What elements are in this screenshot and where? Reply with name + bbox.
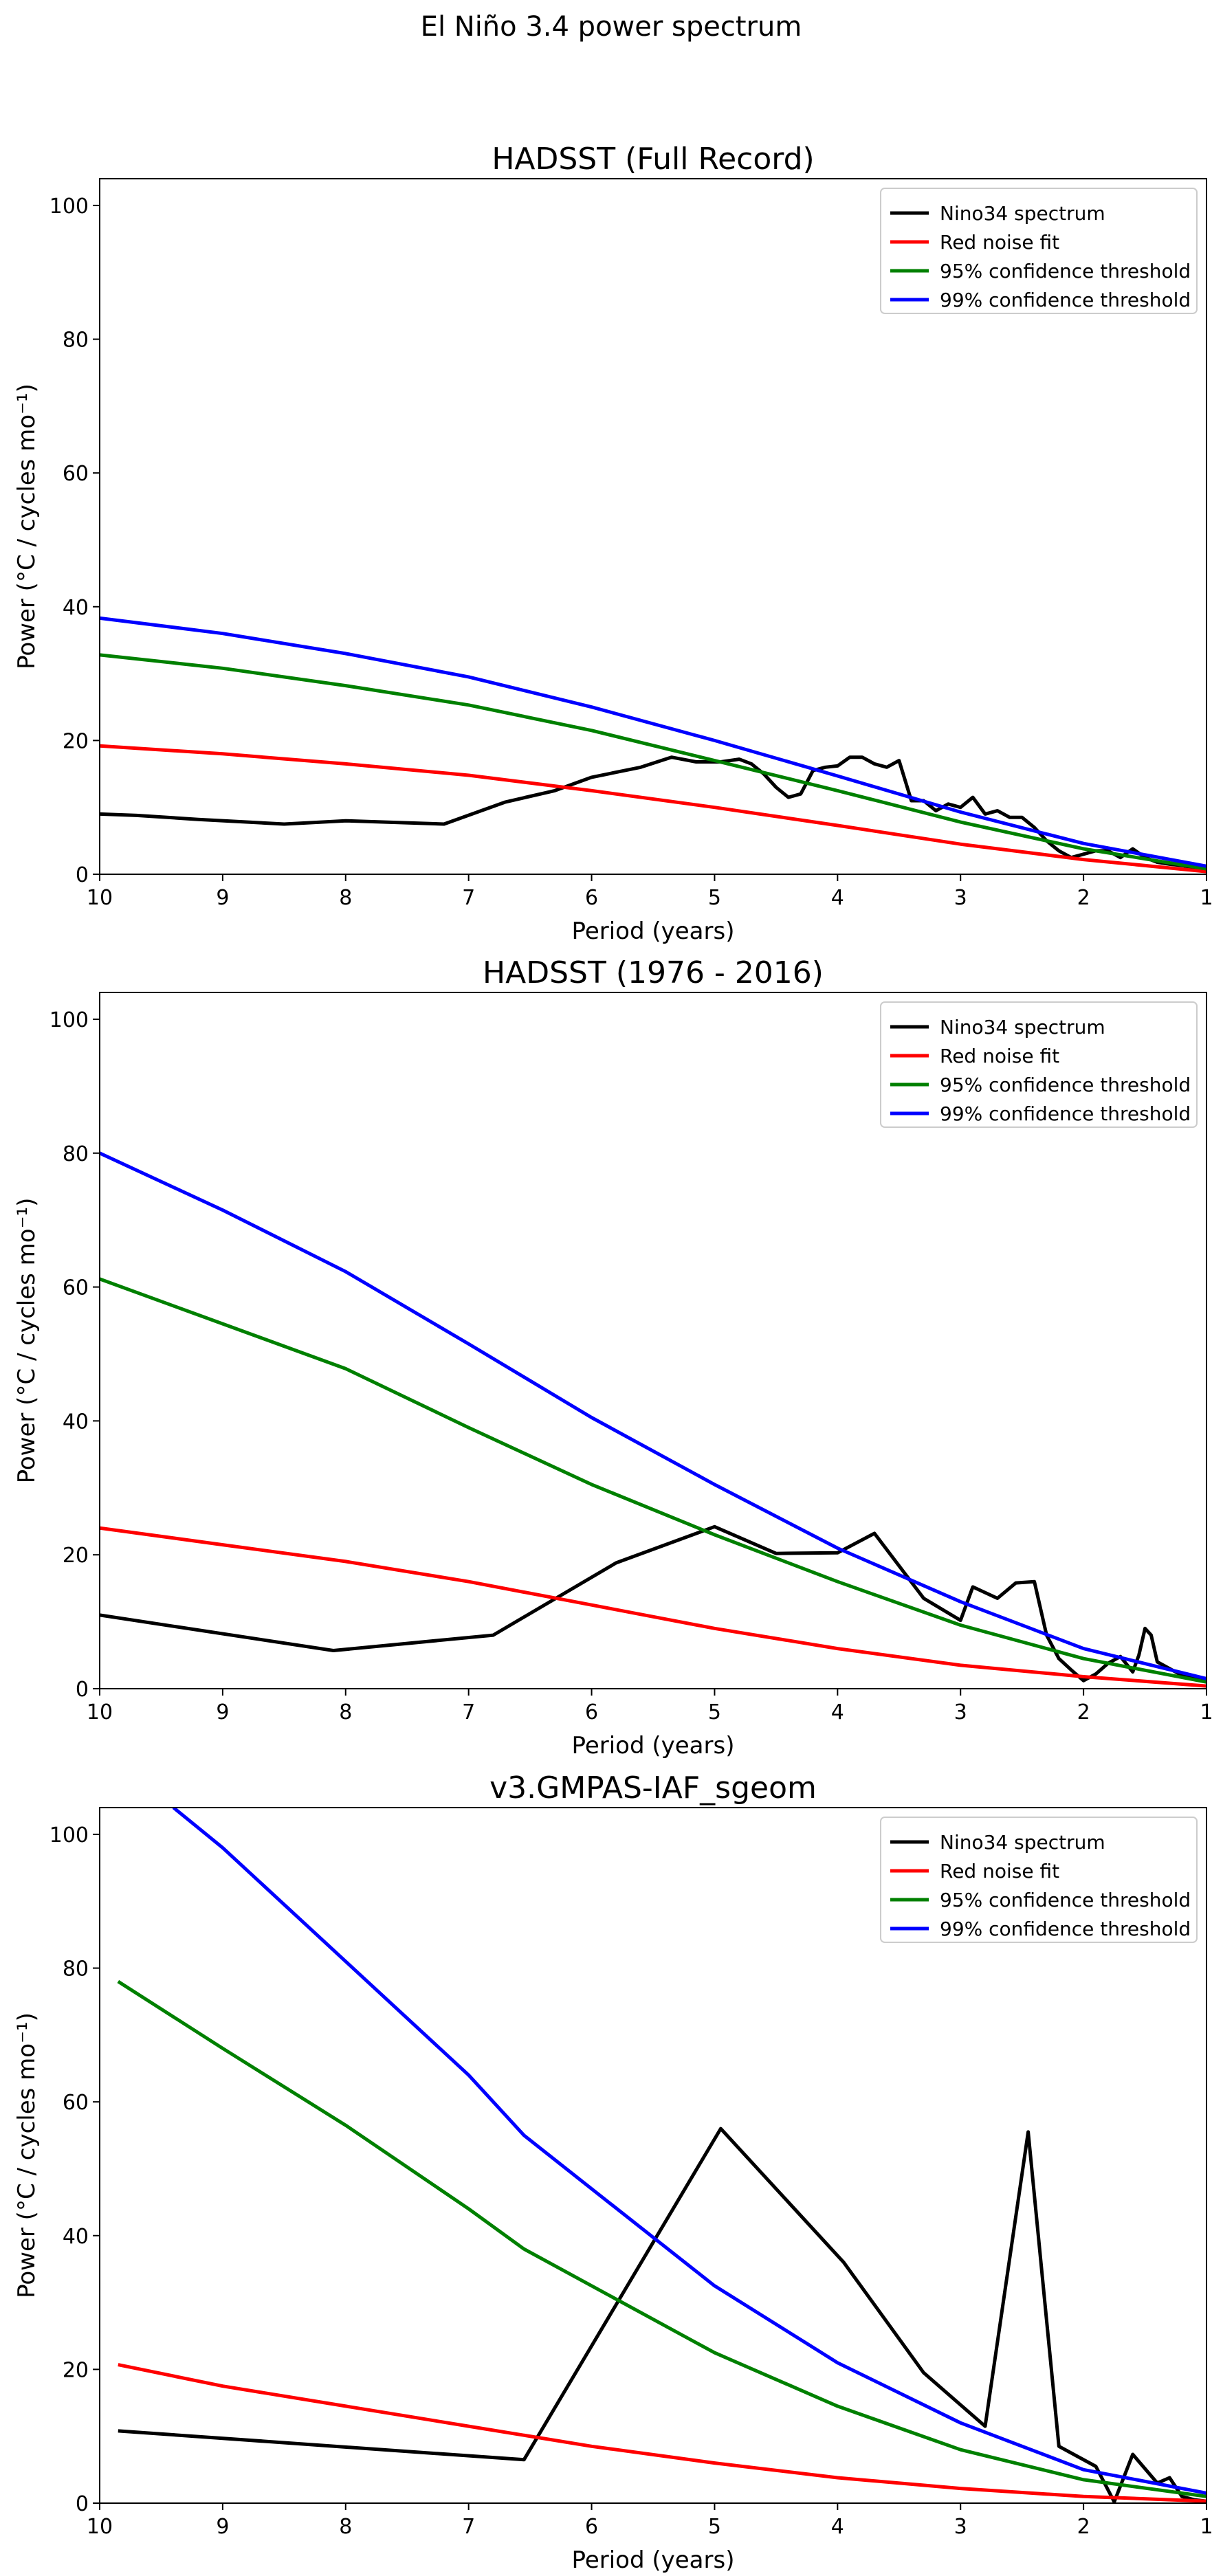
legend-label: 95% confidence threshold bbox=[940, 1889, 1191, 1911]
y-tick-label: 60 bbox=[63, 1276, 89, 1300]
x-axis-label: Period (years) bbox=[572, 918, 735, 945]
x-tick-label: 8 bbox=[339, 886, 352, 910]
y-tick-label: 80 bbox=[63, 1142, 89, 1166]
x-tick-label: 2 bbox=[1077, 2515, 1090, 2539]
chart-title: v3.GMPAS-IAF_sgeom bbox=[489, 1770, 817, 1806]
x-tick-label: 6 bbox=[585, 1700, 598, 1724]
legend-box bbox=[880, 1817, 1198, 1943]
series-line-95-confidence-threshold bbox=[100, 1277, 1207, 1684]
series-line-nino34-spectrum bbox=[100, 1524, 1207, 1683]
y-tick-label: 60 bbox=[63, 2091, 89, 2115]
axes-frame bbox=[99, 178, 1207, 875]
y-tick-label: 20 bbox=[63, 2358, 89, 2382]
legend-label: 99% confidence threshold bbox=[940, 1102, 1191, 1125]
series-group bbox=[100, 616, 1207, 874]
series-line-99-confidence-threshold bbox=[100, 1151, 1207, 1680]
x-tick-label: 1 bbox=[1200, 1700, 1213, 1724]
suptitle: El Niño 3.4 power spectrum bbox=[421, 11, 802, 43]
y-tick-label: 40 bbox=[63, 596, 89, 620]
series-line-red-noise-fit bbox=[100, 744, 1207, 874]
series-group bbox=[117, 1808, 1207, 2503]
axes-frame bbox=[99, 992, 1207, 1689]
y-axis-label: Power (°C / cycles mo⁻¹) bbox=[13, 384, 41, 669]
series-line-95-confidence-threshold bbox=[100, 653, 1207, 871]
series-line-99-confidence-threshold bbox=[100, 616, 1207, 868]
x-tick-label: 9 bbox=[216, 2515, 229, 2539]
x-tick-label: 4 bbox=[831, 2515, 844, 2539]
y-tick-label: 80 bbox=[63, 1957, 89, 1981]
series-line-99-confidence-threshold bbox=[172, 1808, 1207, 2495]
x-tick-label: 1 bbox=[1200, 2515, 1213, 2539]
chart-panel-1: HADSST (Full Record)10 9 8 7 6 5 4 3 2 1020406080… bbox=[13, 142, 1213, 945]
x-tick-label: 1 bbox=[1200, 886, 1213, 910]
legend-label: Nino34 spectrum bbox=[940, 1016, 1105, 1039]
x-tick-label: 7 bbox=[462, 1700, 475, 1724]
legend-box bbox=[880, 188, 1198, 314]
legend-box bbox=[880, 1001, 1198, 1128]
x-tick-label: 4 bbox=[831, 886, 844, 910]
chart-title: HADSST (Full Record) bbox=[492, 142, 814, 177]
x-tick-label: 2 bbox=[1077, 1700, 1090, 1724]
axes-frame bbox=[99, 1807, 1207, 2504]
x-tick-label: 3 bbox=[954, 886, 967, 910]
y-axis-label: Power (°C / cycles mo⁻¹) bbox=[13, 1198, 41, 1484]
y-tick-label: 0 bbox=[76, 1678, 89, 1702]
y-tick-label: 40 bbox=[63, 1410, 89, 1434]
x-tick-label: 8 bbox=[339, 1700, 352, 1724]
y-tick-label: 100 bbox=[49, 1823, 89, 1847]
legend: Nino34 spectrum Red noise fit 95% confiden… bbox=[880, 1001, 1198, 1128]
y-tick-label: 20 bbox=[63, 729, 89, 753]
legend-label: Nino34 spectrum bbox=[940, 202, 1105, 225]
y-tick-label: 40 bbox=[63, 2225, 89, 2249]
series-line-red-noise-fit bbox=[118, 2363, 1207, 2503]
legend-label: 99% confidence threshold bbox=[940, 289, 1191, 311]
legend-label: 95% confidence threshold bbox=[940, 1074, 1191, 1096]
x-tick-label: 7 bbox=[462, 2515, 475, 2539]
x-tick-label: 5 bbox=[708, 1700, 721, 1724]
legend-label: Nino34 spectrum bbox=[940, 1831, 1105, 1854]
legend-label: Red noise fit bbox=[940, 231, 1059, 254]
y-tick-label: 0 bbox=[76, 863, 89, 887]
x-tick-label: 3 bbox=[954, 1700, 967, 1724]
x-tick-label: 6 bbox=[585, 886, 598, 910]
x-tick-label: 7 bbox=[462, 886, 475, 910]
series-line-95-confidence-threshold bbox=[117, 1979, 1207, 2498]
x-axis-label: Period (years) bbox=[572, 1732, 735, 1759]
x-tick-label: 9 bbox=[216, 1700, 229, 1724]
x-tick-label: 10 bbox=[87, 1700, 113, 1724]
x-tick-label: 2 bbox=[1077, 886, 1090, 910]
x-tick-label: 4 bbox=[831, 1700, 844, 1724]
y-axis-label: Power (°C / cycles mo⁻¹) bbox=[13, 2012, 41, 2298]
series-line-red-noise-fit bbox=[100, 1526, 1207, 1688]
y-tick-label: 60 bbox=[63, 462, 89, 486]
x-tick-label: 3 bbox=[954, 2515, 967, 2539]
legend: Nino34 spectrum Red noise fit 95% confiden… bbox=[880, 1817, 1198, 1943]
legend: Nino34 spectrum Red noise fit 95% confiden… bbox=[880, 188, 1198, 314]
chart-title: HADSST (1976 - 2016) bbox=[483, 955, 824, 990]
series-line-nino34-spectrum bbox=[118, 2127, 1207, 2503]
x-tick-label: 10 bbox=[87, 2515, 113, 2539]
x-tick-label: 9 bbox=[216, 886, 229, 910]
y-tick-label: 20 bbox=[63, 1544, 89, 1568]
x-tick-label: 8 bbox=[339, 2515, 352, 2539]
legend-label: Red noise fit bbox=[940, 1860, 1059, 1883]
series-group bbox=[100, 1151, 1207, 1688]
x-tick-label: 5 bbox=[708, 2515, 721, 2539]
x-tick-label: 5 bbox=[708, 886, 721, 910]
legend-label: 95% confidence threshold bbox=[940, 260, 1191, 282]
y-tick-label: 100 bbox=[49, 1008, 89, 1032]
legend-label: Red noise fit bbox=[940, 1045, 1059, 1067]
x-tick-label: 6 bbox=[585, 2515, 598, 2539]
x-tick-label: 10 bbox=[87, 886, 113, 910]
y-tick-label: 80 bbox=[63, 329, 89, 353]
x-axis-label: Period (years) bbox=[572, 2546, 735, 2574]
series-line-nino34-spectrum bbox=[100, 755, 1207, 871]
legend-label: 99% confidence threshold bbox=[940, 1918, 1191, 1940]
chart-panel-2: HADSST (1976 - 2016)10 9 8 7 6 5 4 3 2 1020406080… bbox=[13, 955, 1213, 1759]
y-tick-label: 100 bbox=[49, 195, 89, 219]
y-tick-label: 0 bbox=[76, 2492, 89, 2516]
